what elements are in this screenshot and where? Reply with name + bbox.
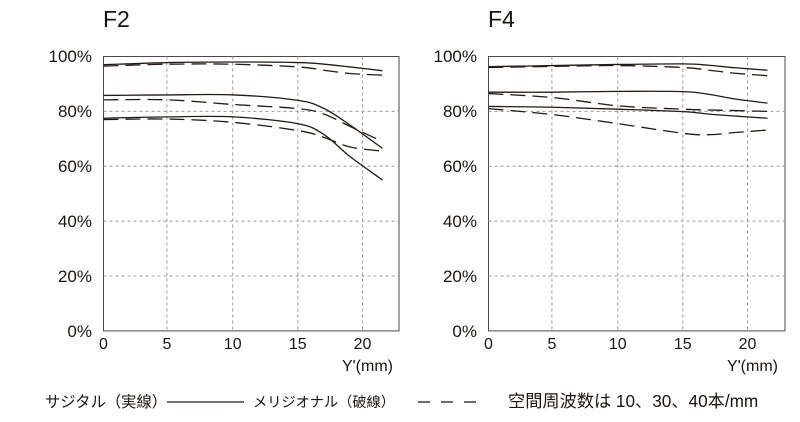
svg-text:20: 20 [354, 336, 372, 353]
svg-text:60%: 60% [443, 157, 477, 176]
svg-text:10: 10 [224, 336, 242, 353]
svg-text:0: 0 [484, 336, 493, 353]
svg-text:F2: F2 [103, 6, 130, 32]
svg-text:0: 0 [99, 336, 108, 353]
svg-text:5: 5 [547, 336, 556, 353]
svg-text:100%: 100% [434, 47, 477, 66]
svg-text:40%: 40% [58, 212, 92, 231]
svg-text:15: 15 [289, 336, 307, 353]
svg-text:5: 5 [162, 336, 171, 353]
svg-text:10: 10 [609, 336, 627, 353]
svg-text:空間周波数は 10、30、40本/mm: 空間周波数は 10、30、40本/mm [508, 391, 758, 411]
svg-text:60%: 60% [58, 157, 92, 176]
svg-text:40%: 40% [443, 212, 477, 231]
svg-text:メリジオナル（破線）: メリジオナル（破線） [253, 395, 395, 411]
svg-text:100%: 100% [49, 47, 92, 66]
svg-text:20: 20 [739, 336, 757, 353]
svg-text:Y'(mm): Y'(mm) [727, 358, 778, 375]
svg-text:20%: 20% [443, 267, 477, 286]
svg-text:20%: 20% [58, 267, 92, 286]
svg-text:Y'(mm): Y'(mm) [342, 358, 393, 375]
svg-text:0%: 0% [452, 322, 477, 341]
svg-text:0%: 0% [67, 322, 92, 341]
svg-text:F4: F4 [488, 6, 515, 32]
svg-text:サジタル（実線）: サジタル（実線） [45, 394, 167, 411]
svg-text:80%: 80% [443, 102, 477, 121]
svg-text:80%: 80% [58, 102, 92, 121]
svg-text:15: 15 [674, 336, 692, 353]
